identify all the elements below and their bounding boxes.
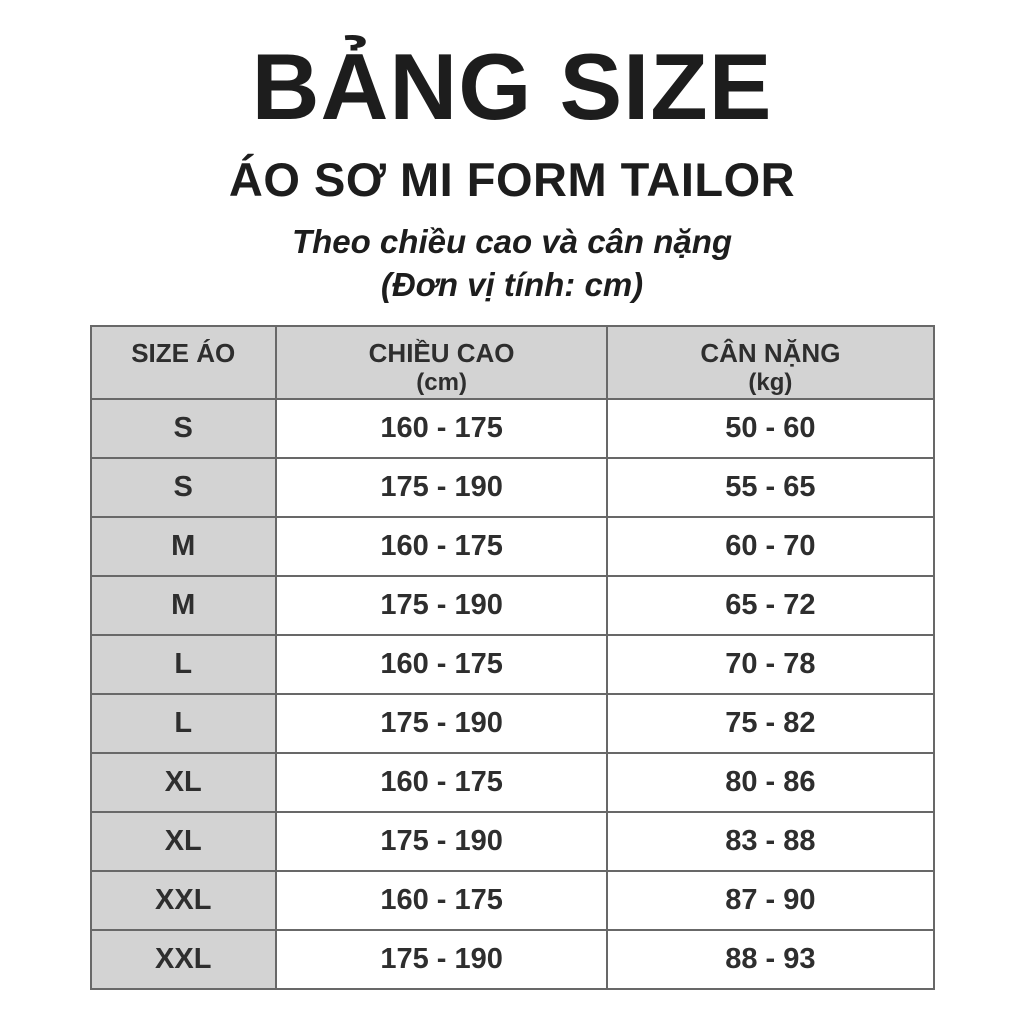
col-header-height-sub: (cm): [416, 368, 467, 396]
title-block: BẢNG SIZE ÁO SƠ MI FORM TAILOR Theo chiề…: [0, 0, 1024, 304]
table-row: L 175 - 190 75 - 82: [89, 692, 935, 754]
product-subtitle: ÁO SƠ MI FORM TAILOR: [228, 152, 796, 206]
col-header-weight-sub: (kg): [748, 368, 793, 396]
table-row: S 175 - 190 55 - 65: [89, 456, 935, 518]
table-row: XXL 160 - 175 87 - 90: [89, 869, 935, 931]
weight-cell: 75 - 82: [606, 692, 935, 754]
table-row: XXL 175 - 190 88 - 93: [89, 928, 935, 990]
table-row: L 160 - 175 70 - 78: [89, 633, 935, 695]
height-cell: 160 - 175: [274, 751, 609, 813]
size-table: SIZE ÁO CHIỀU CAO (cm) CÂN NẶNG (kg) S 1…: [89, 324, 935, 990]
weight-cell: 80 - 86: [606, 751, 935, 813]
weight-cell: 87 - 90: [606, 869, 935, 931]
weight-cell: 83 - 88: [606, 810, 935, 872]
weight-cell: 70 - 78: [606, 633, 935, 695]
height-cell: 175 - 190: [274, 574, 609, 636]
weight-cell: 60 - 70: [606, 515, 935, 577]
table-header-row: SIZE ÁO CHIỀU CAO (cm) CÂN NẶNG (kg): [89, 324, 935, 400]
height-cell: 175 - 190: [274, 456, 609, 518]
size-cell: M: [89, 515, 277, 577]
height-cell: 160 - 175: [274, 869, 609, 931]
size-cell: M: [89, 574, 277, 636]
weight-cell: 55 - 65: [606, 456, 935, 518]
col-header-size-label: SIZE ÁO: [131, 337, 236, 368]
measurement-tagline: Theo chiều cao và cân nặng: [291, 222, 733, 260]
weight-cell: 50 - 60: [606, 397, 935, 459]
height-cell: 160 - 175: [274, 633, 609, 695]
height-cell: 175 - 190: [274, 928, 609, 990]
height-cell: 175 - 190: [274, 692, 609, 754]
size-cell: L: [89, 633, 277, 695]
col-header-height-label: CHIỀU CAO: [368, 337, 515, 368]
height-cell: 160 - 175: [274, 515, 609, 577]
size-cell: XXL: [89, 928, 277, 990]
col-header-weight: CÂN NẶNG (kg): [606, 324, 935, 400]
weight-cell: 88 - 93: [606, 928, 935, 990]
size-cell: XL: [89, 751, 277, 813]
height-cell: 175 - 190: [274, 810, 609, 872]
size-cell: XXL: [89, 869, 277, 931]
table-row: M 160 - 175 60 - 70: [89, 515, 935, 577]
size-cell: S: [89, 397, 277, 459]
col-header-weight-label: CÂN NẶNG: [700, 337, 841, 368]
weight-cell: 65 - 72: [606, 574, 935, 636]
unit-note: (Đơn vị tính: cm): [380, 265, 644, 303]
size-cell: L: [89, 692, 277, 754]
col-header-size: SIZE ÁO: [89, 324, 277, 400]
table-row: XL 160 - 175 80 - 86: [89, 751, 935, 813]
table-row: XL 175 - 190 83 - 88: [89, 810, 935, 872]
table-row: S 160 - 175 50 - 60: [89, 397, 935, 459]
height-cell: 160 - 175: [274, 397, 609, 459]
table-row: M 175 - 190 65 - 72: [89, 574, 935, 636]
page-title: BẢNG SIZE: [251, 34, 773, 139]
size-cell: S: [89, 456, 277, 518]
size-cell: XL: [89, 810, 277, 872]
col-header-height: CHIỀU CAO (cm): [274, 324, 609, 400]
